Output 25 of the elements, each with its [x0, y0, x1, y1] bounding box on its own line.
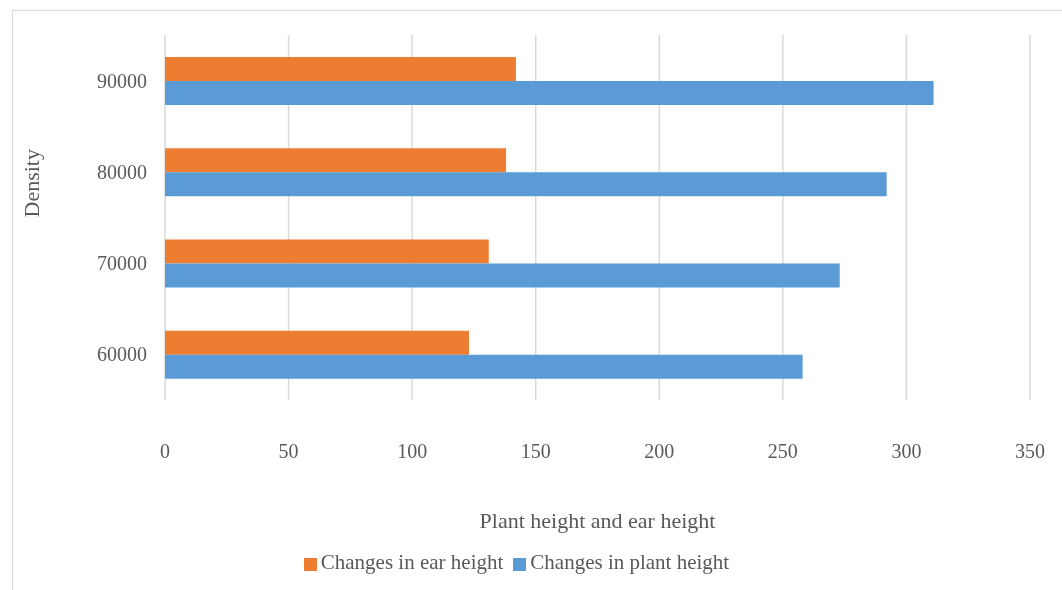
x-tick-label: 350 — [1015, 440, 1045, 463]
bar — [165, 354, 803, 379]
bar — [165, 80, 934, 105]
x-tick-label: 150 — [520, 440, 551, 463]
frame-outline: Changes in ear height Changes in plant height 0 50 100 150 200 250 300 350 Plant height and ear height 90000 80000 70000 60000 Density — [12, 10, 1062, 590]
legend-label: Changes in ear height — [320, 550, 504, 574]
y-tick-label: 70000 — [97, 252, 147, 275]
y-tick-label: 60000 — [97, 343, 147, 366]
y-axis-title: Density — [18, 149, 44, 218]
x-tick-label: 200 — [644, 440, 675, 463]
bar — [165, 239, 489, 264]
x-tick-label: 50 — [278, 440, 299, 463]
bar — [165, 263, 840, 288]
legend-label: Changes in plant height — [530, 550, 730, 574]
bar — [165, 172, 887, 197]
x-axis-title: Plant height and ear height — [479, 508, 716, 533]
x-tick-label: 0 — [160, 440, 170, 463]
y-tick-label: 80000 — [97, 160, 147, 183]
x-tick-label: 100 — [397, 440, 428, 463]
y-tick-label: 90000 — [97, 69, 147, 92]
bar — [165, 56, 516, 81]
bar — [165, 148, 507, 173]
x-tick-label: 250 — [767, 440, 798, 463]
bar — [165, 330, 469, 355]
x-tick-label: 300 — [891, 440, 922, 463]
